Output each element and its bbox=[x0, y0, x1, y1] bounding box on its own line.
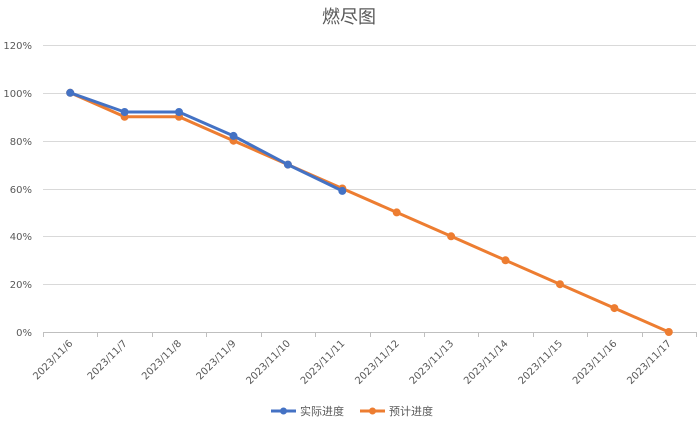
x-tick-label: 2023/11/7 bbox=[86, 338, 130, 382]
y-axis-tick-labels: 0% 20% 40% 60% 80% 100% 120% bbox=[3, 41, 32, 339]
legend-item: 实际进度 bbox=[271, 404, 344, 418]
y-tick-label: 120% bbox=[3, 41, 32, 52]
legend: 实际进度 预计进度 bbox=[271, 404, 433, 418]
data-point bbox=[283, 160, 292, 169]
x-axis: 2023/11/6 2023/11/7 2023/11/8 2023/11/9 2023… bbox=[31, 332, 697, 387]
data-point bbox=[66, 88, 75, 97]
x-tick-label: 2023/11/15 bbox=[517, 338, 566, 387]
data-point bbox=[120, 108, 129, 116]
legend-swatch-marker bbox=[280, 407, 287, 415]
x-tick-label: 2023/11/8 bbox=[140, 338, 184, 382]
series-actual bbox=[66, 88, 347, 195]
data-point bbox=[229, 131, 238, 140]
data-point bbox=[447, 232, 456, 241]
data-point bbox=[610, 304, 619, 313]
x-tick-label: 2023/11/17 bbox=[625, 338, 674, 387]
legend-swatch-marker bbox=[369, 407, 376, 415]
data-point bbox=[175, 108, 183, 116]
series-line bbox=[68, 91, 671, 334]
y-tick-label: 60% bbox=[10, 185, 32, 196]
y-tick-label: 0% bbox=[16, 328, 32, 339]
chart-title: 燃尽图 bbox=[322, 7, 376, 28]
x-tick-label: 2023/11/11 bbox=[299, 338, 348, 387]
x-tick-label: 2023/11/16 bbox=[571, 338, 620, 387]
x-tick-label: 2023/11/12 bbox=[353, 338, 402, 387]
series-lines bbox=[66, 88, 673, 336]
data-point bbox=[556, 280, 564, 289]
x-tick-label: 2023/11/6 bbox=[31, 338, 75, 382]
legend-label: 实际进度 bbox=[300, 404, 344, 418]
legend-item: 预计进度 bbox=[360, 404, 433, 418]
x-tick-label: 2023/11/9 bbox=[195, 338, 239, 382]
data-point bbox=[664, 328, 673, 336]
data-point bbox=[338, 186, 347, 195]
series-planned bbox=[66, 88, 673, 336]
y-tick-label: 40% bbox=[10, 232, 32, 243]
data-point bbox=[501, 256, 510, 265]
y-tick-label: 80% bbox=[10, 137, 32, 148]
x-tick-label: 2023/11/14 bbox=[462, 338, 511, 387]
x-tick-label: 2023/11/13 bbox=[408, 338, 457, 387]
gridlines bbox=[43, 45, 696, 285]
y-tick-label: 100% bbox=[3, 89, 32, 100]
series-line bbox=[68, 91, 344, 193]
legend-label: 预计进度 bbox=[389, 404, 433, 418]
y-tick-label: 20% bbox=[10, 280, 32, 291]
data-point bbox=[392, 208, 401, 217]
x-tick-label: 2023/11/10 bbox=[244, 338, 293, 387]
